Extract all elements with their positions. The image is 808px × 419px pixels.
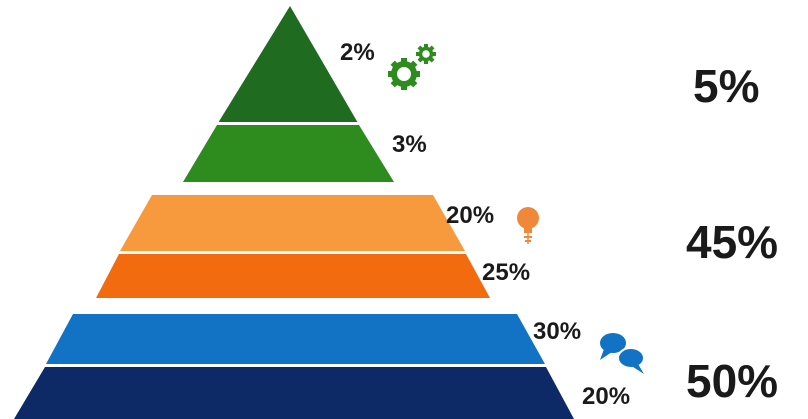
tier-bottom: 30% 20% 50% — [14, 314, 778, 419]
tier-top: 2% 3% — [183, 6, 759, 182]
tier-middle: 20% 25% 45% — [96, 195, 778, 298]
tier-bottom-total: 50% — [686, 355, 778, 407]
lightbulb-icon — [517, 207, 539, 244]
chat-bubble-back-tail — [600, 349, 612, 360]
tier-top-lower-layer — [183, 125, 394, 182]
tier-middle-lower-label: 25% — [482, 259, 530, 286]
tier-bottom-lower-layer — [14, 367, 574, 419]
gear-large-icon — [388, 58, 420, 90]
tier-top-upper-layer — [218, 6, 358, 123]
chat-bubbles-icon — [600, 333, 645, 374]
tier-middle-upper-label: 20% — [446, 202, 494, 229]
tier-top-total: 5% — [693, 60, 759, 112]
tier-bottom-upper-label: 30% — [533, 318, 581, 345]
tier-top-upper-label: 2% — [340, 39, 375, 66]
gears-icon — [388, 44, 436, 90]
tier-bottom-upper-layer — [46, 314, 545, 364]
tier-middle-total: 45% — [686, 216, 778, 268]
lightbulb-neck — [524, 227, 532, 233]
chat-bubble-front-tail — [633, 364, 644, 374]
tier-middle-upper-layer — [120, 195, 465, 251]
tier-middle-lower-layer — [96, 254, 490, 298]
tier-bottom-lower-label: 20% — [582, 383, 630, 410]
chat-bubble-front — [617, 347, 645, 369]
gear-small-icon — [416, 44, 436, 64]
tier-top-lower-label: 3% — [392, 131, 427, 158]
chat-bubble-back — [600, 333, 626, 353]
lightbulb-bulb — [517, 207, 539, 229]
